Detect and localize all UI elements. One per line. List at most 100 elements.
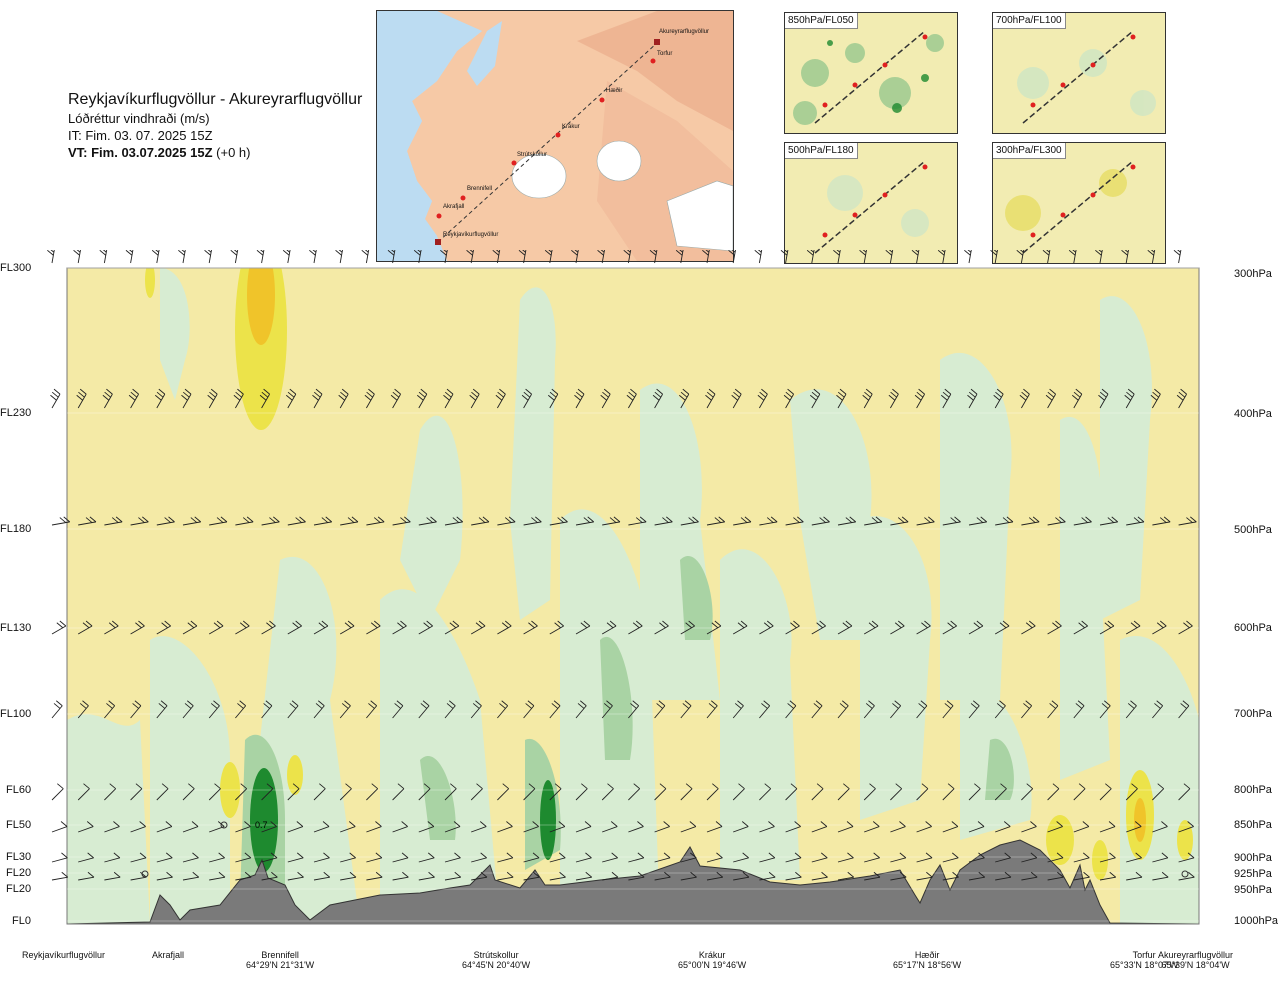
wind-barb	[937, 250, 946, 264]
wind-barb	[51, 700, 63, 719]
wind-barb	[182, 871, 200, 881]
wind-barb	[51, 516, 71, 526]
wind-barb	[836, 388, 847, 409]
wind-barb	[287, 852, 304, 863]
location-coord: 64°45'N 20°40'W	[462, 960, 531, 970]
wind-barb	[942, 700, 954, 719]
wind-barb	[968, 516, 988, 526]
station-marker	[141, 870, 149, 878]
level-map-850: 850hPa/FL050	[784, 12, 958, 134]
wind-barb	[230, 250, 239, 264]
wind-barb	[77, 620, 93, 635]
wind-barb	[1121, 250, 1129, 264]
wind-barb	[916, 852, 933, 863]
wind-barb	[575, 700, 587, 719]
wind-barb	[470, 700, 482, 719]
wind-barb	[182, 700, 194, 719]
wind-barb	[366, 852, 383, 863]
wind-barb	[156, 620, 171, 635]
wind-barb	[78, 516, 97, 526]
wind-barb	[785, 700, 797, 719]
wind-barb	[340, 516, 359, 526]
wind-barb	[313, 620, 329, 635]
contour-label: 0.7	[255, 820, 268, 830]
wind-barb	[649, 250, 658, 264]
wind-barb	[151, 250, 160, 264]
wind-barb	[549, 852, 566, 863]
wind-barb	[654, 700, 666, 719]
wind-barb	[1042, 250, 1051, 264]
wind-barb	[544, 250, 553, 264]
wind-barb	[654, 620, 669, 635]
wind-barb	[806, 250, 815, 264]
wind-barb	[99, 250, 108, 264]
wind-barb	[1045, 388, 1056, 409]
wind-barb	[628, 821, 644, 833]
wind-barb	[471, 852, 487, 863]
wind-barb	[392, 852, 409, 863]
wind-barb	[890, 783, 903, 801]
wind-barb	[1124, 388, 1135, 409]
wind-barb	[862, 388, 873, 409]
wind-barb	[156, 852, 173, 863]
wind-barb	[914, 388, 925, 409]
wind-barb	[942, 516, 961, 526]
wind-barb	[785, 852, 802, 863]
wind-barb	[309, 250, 317, 264]
wind-barb	[104, 700, 116, 719]
wind-barb	[287, 516, 306, 526]
wind-barb	[235, 700, 247, 719]
wind-barb	[785, 516, 804, 526]
wind-barb	[339, 783, 352, 801]
wind-barb	[259, 388, 270, 409]
map-label-strutskollur: Strútskollur	[517, 152, 548, 158]
wind-barb	[759, 700, 771, 719]
wind-barb	[916, 620, 931, 635]
wind-barb	[235, 516, 254, 526]
map-label-krakur: Krákur	[562, 124, 580, 130]
fl-label: FL20	[6, 867, 32, 879]
wind-barb	[1099, 516, 1119, 526]
location-name: Hæðir	[914, 950, 940, 960]
wind-barb	[1176, 388, 1187, 409]
fl-label: FL20	[6, 883, 32, 895]
wind-barb	[1099, 871, 1117, 881]
wind-barb	[785, 620, 800, 635]
wind-barb	[885, 250, 894, 264]
wind-barb	[759, 516, 778, 526]
wind-barb	[549, 783, 562, 801]
wind-barb	[156, 821, 173, 833]
wind-barb	[387, 250, 396, 264]
wind-barb	[995, 871, 1012, 881]
wind-barb	[469, 388, 480, 409]
wind-barb	[733, 516, 752, 526]
location-name: Akrafjall	[152, 950, 185, 960]
wind-barb	[602, 871, 619, 881]
wind-barb	[602, 516, 621, 526]
wind-barb	[864, 852, 880, 863]
location-label: Akrafjall	[152, 950, 184, 960]
wind-barb	[916, 700, 928, 719]
wind-barb	[76, 388, 87, 409]
wind-barb	[1150, 388, 1161, 409]
wind-barb	[104, 516, 123, 526]
wind-barb	[181, 388, 192, 409]
wind-barb	[1019, 388, 1030, 409]
wind-barb	[125, 250, 134, 264]
wind-barb	[654, 516, 673, 526]
terrain-profile	[67, 839, 1199, 924]
wind-barb	[1178, 516, 1197, 526]
wind-barb	[994, 783, 1007, 801]
wind-barb	[967, 388, 978, 409]
wind-barb	[837, 516, 857, 526]
wind-barb	[575, 821, 592, 833]
wind-barb	[235, 852, 252, 863]
wind-barb	[497, 700, 509, 719]
wind-barb	[256, 250, 265, 264]
wind-barb	[50, 388, 61, 409]
wind-barb	[549, 516, 568, 526]
wind-barb	[51, 821, 68, 833]
wind-barb	[571, 250, 579, 264]
wind-barb	[287, 783, 300, 801]
wind-barb	[785, 821, 801, 833]
